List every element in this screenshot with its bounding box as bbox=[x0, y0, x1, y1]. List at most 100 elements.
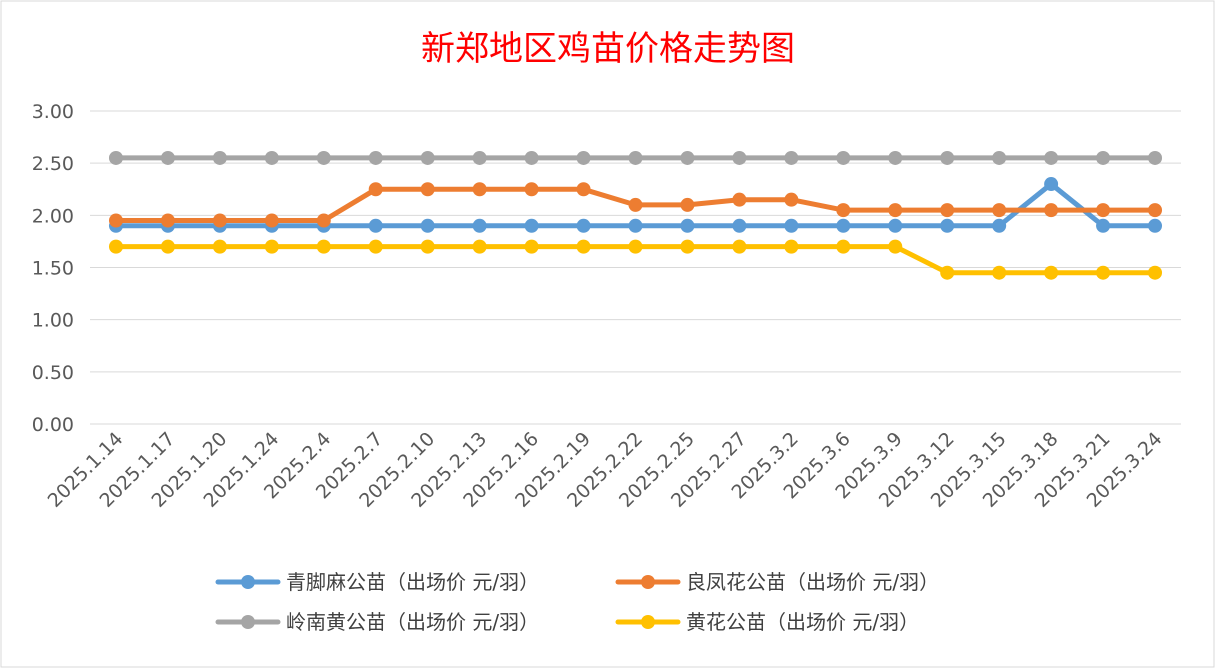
data-point bbox=[368, 150, 383, 165]
legend-label: 黄花公苗（出场价 元/羽） bbox=[686, 610, 919, 634]
data-point bbox=[628, 197, 643, 212]
data-point bbox=[264, 150, 279, 165]
y-tick-label: 0.00 bbox=[32, 414, 74, 436]
data-point bbox=[784, 150, 799, 165]
legend-swatch-marker bbox=[241, 575, 255, 589]
data-point bbox=[992, 150, 1007, 165]
data-point bbox=[212, 150, 227, 165]
data-point bbox=[1148, 218, 1163, 233]
data-point bbox=[316, 150, 331, 165]
y-tick-label: 1.00 bbox=[32, 310, 74, 332]
data-point bbox=[680, 218, 695, 233]
series-3 bbox=[108, 239, 1163, 280]
data-point bbox=[420, 239, 435, 254]
data-point bbox=[836, 203, 851, 218]
data-point bbox=[212, 213, 227, 228]
data-point bbox=[680, 239, 695, 254]
data-point bbox=[992, 203, 1007, 218]
legend-swatch-marker bbox=[641, 615, 655, 629]
legend-swatch-marker bbox=[241, 615, 255, 629]
legend-item: 良凤花公苗（出场价 元/羽） bbox=[615, 570, 939, 594]
data-point bbox=[1096, 203, 1111, 218]
legend: 青脚麻公苗（出场价 元/羽） 良凤花公苗（出场价 元/羽） 岭南黄公苗（出场价 元/… bbox=[215, 570, 939, 634]
y-tick-label: 0.50 bbox=[32, 362, 74, 384]
y-tick-label: 1.50 bbox=[32, 258, 74, 280]
data-point bbox=[316, 239, 331, 254]
data-point bbox=[732, 192, 747, 207]
series-1 bbox=[108, 182, 1163, 228]
data-point bbox=[160, 150, 175, 165]
data-point bbox=[680, 197, 695, 212]
data-point bbox=[888, 203, 903, 218]
data-point bbox=[888, 150, 903, 165]
y-tick-label: 3.00 bbox=[32, 101, 74, 123]
data-point bbox=[836, 150, 851, 165]
data-point bbox=[732, 218, 747, 233]
legend-label: 良凤花公苗（出场价 元/羽） bbox=[686, 570, 939, 594]
legend-swatch-marker bbox=[641, 575, 655, 589]
legend-item: 青脚麻公苗（出场价 元/羽） bbox=[215, 570, 539, 594]
data-point bbox=[368, 239, 383, 254]
data-point bbox=[680, 150, 695, 165]
data-point bbox=[1096, 218, 1111, 233]
data-point bbox=[836, 218, 851, 233]
data-point bbox=[264, 239, 279, 254]
y-tick-label: 2.00 bbox=[32, 205, 74, 227]
data-point bbox=[836, 239, 851, 254]
data-point bbox=[368, 218, 383, 233]
data-point bbox=[524, 182, 539, 197]
data-point bbox=[1096, 150, 1111, 165]
data-point bbox=[628, 150, 643, 165]
data-point bbox=[940, 203, 955, 218]
data-point bbox=[576, 150, 591, 165]
data-point bbox=[316, 213, 331, 228]
data-point bbox=[108, 213, 123, 228]
data-point bbox=[160, 213, 175, 228]
data-point bbox=[1148, 265, 1163, 280]
data-point bbox=[108, 150, 123, 165]
data-point bbox=[1096, 265, 1111, 280]
data-point bbox=[1044, 203, 1059, 218]
legend-label: 青脚麻公苗（出场价 元/羽） bbox=[286, 570, 539, 594]
data-point bbox=[888, 239, 903, 254]
data-point bbox=[420, 218, 435, 233]
data-point bbox=[160, 239, 175, 254]
data-point bbox=[940, 150, 955, 165]
data-point bbox=[264, 213, 279, 228]
legend-item: 岭南黄公苗（出场价 元/羽） bbox=[215, 610, 539, 634]
data-point bbox=[732, 150, 747, 165]
data-point bbox=[992, 265, 1007, 280]
data-point bbox=[420, 182, 435, 197]
data-point bbox=[108, 239, 123, 254]
data-point bbox=[992, 218, 1007, 233]
data-point bbox=[524, 150, 539, 165]
y-axis-ticks: 0.00 0.50 1.00 1.50 2.00 2.50 3.00 bbox=[32, 101, 74, 436]
data-point bbox=[1148, 203, 1163, 218]
series-2 bbox=[108, 150, 1163, 165]
data-point bbox=[784, 239, 799, 254]
data-point bbox=[940, 265, 955, 280]
data-point bbox=[472, 218, 487, 233]
data-point bbox=[940, 218, 955, 233]
data-point bbox=[576, 239, 591, 254]
data-point bbox=[576, 218, 591, 233]
data-point bbox=[212, 239, 227, 254]
data-point bbox=[628, 239, 643, 254]
data-point bbox=[472, 150, 487, 165]
data-point bbox=[524, 218, 539, 233]
legend-item: 黄花公苗（出场价 元/羽） bbox=[615, 610, 919, 634]
data-point bbox=[368, 182, 383, 197]
data-point bbox=[1044, 150, 1059, 165]
data-point bbox=[1044, 177, 1059, 192]
data-point bbox=[524, 239, 539, 254]
data-point bbox=[888, 218, 903, 233]
legend-label: 岭南黄公苗（出场价 元/羽） bbox=[286, 610, 539, 634]
data-point bbox=[784, 218, 799, 233]
series-lines bbox=[108, 150, 1163, 280]
y-tick-label: 2.50 bbox=[32, 153, 74, 175]
data-point bbox=[472, 239, 487, 254]
data-point bbox=[1148, 150, 1163, 165]
